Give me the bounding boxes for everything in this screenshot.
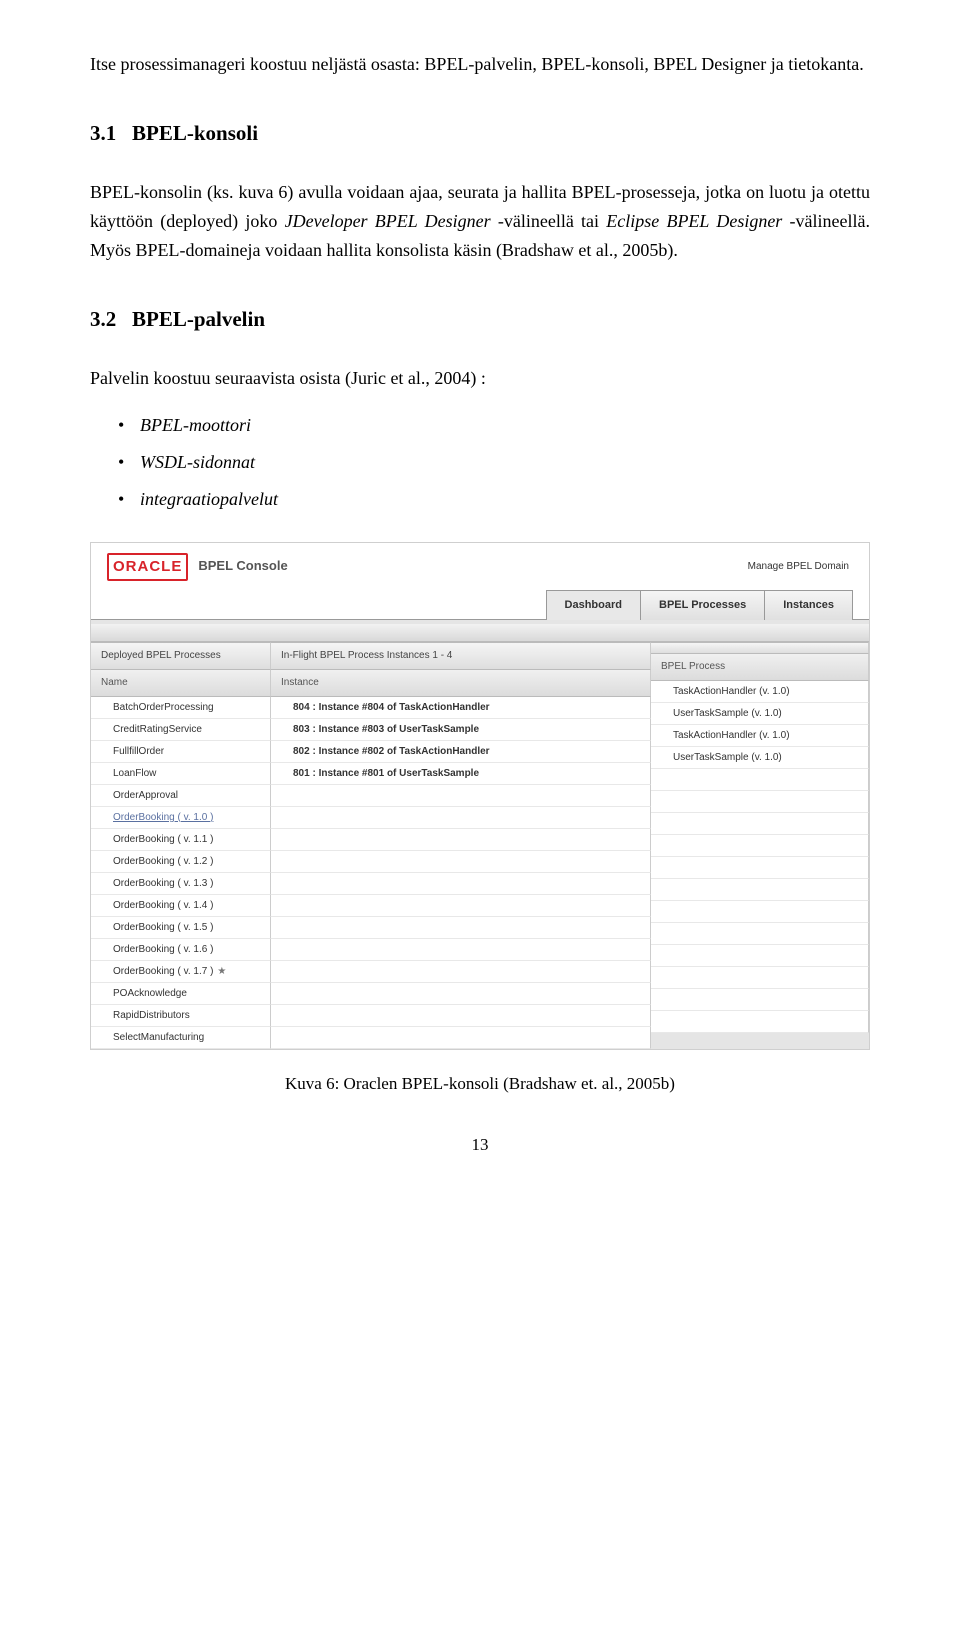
empty-row: .: [651, 879, 869, 901]
process-row[interactable]: POAcknowledge: [91, 983, 271, 1005]
empty-row: .: [651, 989, 869, 1011]
section-title: BPEL-palvelin: [132, 307, 265, 331]
empty-row: .: [651, 791, 869, 813]
tab-instances[interactable]: Instances: [764, 590, 853, 621]
empty-row: .: [651, 923, 869, 945]
section-3-2-paragraph: Palvelin koostuu seuraavista osista (Jur…: [90, 364, 870, 393]
empty-row: .: [271, 1005, 651, 1027]
tab-bpel-processes[interactable]: BPEL Processes: [640, 590, 765, 621]
empty-row: .: [651, 1011, 869, 1033]
process-row[interactable]: OrderBooking ( v. 1.5 ): [91, 917, 271, 939]
column-subheader: Instance: [271, 670, 651, 697]
empty-row: .: [651, 813, 869, 835]
inflight-instances-column: In-Flight BPEL Process Instances 1 - 4 I…: [271, 642, 651, 1049]
tab-bar: Dashboard BPEL Processes Instances: [107, 589, 853, 620]
oracle-logo: ORACLE BPEL Console: [107, 553, 288, 581]
intro-paragraph: Itse prosessimanageri koostuu neljästä o…: [90, 50, 870, 79]
process-row[interactable]: FullfillOrder: [91, 741, 271, 763]
list-item: BPEL-moottori: [118, 411, 870, 440]
empty-row: .: [271, 1027, 651, 1049]
section-3-2-heading: 3.2 BPEL-palvelin: [90, 303, 870, 337]
manage-domain-link[interactable]: Manage BPEL Domain: [748, 559, 849, 575]
tab-dashboard[interactable]: Dashboard: [546, 590, 641, 621]
empty-row: .: [271, 917, 651, 939]
section-number: 3.1: [90, 121, 116, 145]
process-row[interactable]: OrderApproval: [91, 785, 271, 807]
figure-caption: Kuva 6: Oraclen BPEL-konsoli (Bradshaw e…: [90, 1070, 870, 1097]
process-row[interactable]: LoanFlow: [91, 763, 271, 785]
process-row[interactable]: OrderBooking ( v. 1.6 ): [91, 939, 271, 961]
process-row[interactable]: RapidDistributors: [91, 1005, 271, 1027]
oracle-logo-text: ORACLE: [107, 553, 188, 581]
section-title: BPEL-konsoli: [132, 121, 258, 145]
list-item: integraatiopalvelut: [118, 485, 870, 514]
empty-row: .: [651, 835, 869, 857]
panel-toolbar: [91, 624, 869, 642]
column-subheader: BPEL Process: [651, 654, 869, 681]
list-item: WSDL-sidonnat: [118, 448, 870, 477]
instance-row[interactable]: 802 : Instance #802 of TaskActionHandler: [271, 741, 651, 763]
bpel-console-screenshot: ORACLE BPEL Console Manage BPEL Domain D…: [90, 542, 870, 1051]
section-3-1-heading: 3.1 BPEL-konsoli: [90, 117, 870, 151]
empty-row: .: [651, 857, 869, 879]
instance-row[interactable]: 801 : Instance #801 of UserTaskSample: [271, 763, 651, 785]
process-row[interactable]: OrderBooking ( v. 1.7 )★: [91, 961, 271, 983]
column-subheader: Name: [91, 670, 271, 697]
empty-row: .: [271, 961, 651, 983]
process-ref-row[interactable]: UserTaskSample (v. 1.0): [651, 703, 869, 725]
process-ref-row[interactable]: TaskActionHandler (v. 1.0): [651, 725, 869, 747]
instance-row[interactable]: 803 : Instance #803 of UserTaskSample: [271, 719, 651, 741]
deployed-processes-column: Deployed BPEL Processes Name BatchOrderP…: [91, 642, 271, 1049]
empty-row: .: [271, 895, 651, 917]
section-3-1-paragraph: BPEL-konsolin (ks. kuva 6) avulla voidaa…: [90, 178, 870, 264]
column-header: Deployed BPEL Processes: [91, 642, 271, 670]
column-header: [651, 642, 869, 654]
bpel-process-column: BPEL Process TaskActionHandler (v. 1.0) …: [651, 642, 869, 1049]
console-subtitle: BPEL Console: [198, 556, 287, 577]
empty-row: .: [271, 829, 651, 851]
empty-row: .: [271, 983, 651, 1005]
process-ref-row[interactable]: TaskActionHandler (v. 1.0): [651, 681, 869, 703]
instance-row[interactable]: 804 : Instance #804 of TaskActionHandler: [271, 697, 651, 719]
process-row[interactable]: OrderBooking ( v. 1.2 ): [91, 851, 271, 873]
empty-row: .: [271, 807, 651, 829]
process-row[interactable]: OrderBooking ( v. 1.0 ): [91, 807, 271, 829]
component-list: BPEL-moottori WSDL-sidonnat integraatiop…: [118, 411, 870, 513]
empty-row: .: [271, 785, 651, 807]
empty-row: .: [651, 769, 869, 791]
console-panel: Deployed BPEL Processes Name BatchOrderP…: [91, 619, 869, 1049]
empty-row: .: [651, 967, 869, 989]
process-row[interactable]: BatchOrderProcessing: [91, 697, 271, 719]
column-header: In-Flight BPEL Process Instances 1 - 4: [271, 642, 651, 670]
process-ref-row[interactable]: UserTaskSample (v. 1.0): [651, 747, 869, 769]
empty-row: .: [271, 873, 651, 895]
empty-row: .: [271, 939, 651, 961]
process-row[interactable]: OrderBooking ( v. 1.3 ): [91, 873, 271, 895]
empty-row: .: [651, 901, 869, 923]
console-header: ORACLE BPEL Console Manage BPEL Domain D…: [91, 543, 869, 620]
empty-row: .: [651, 945, 869, 967]
section-number: 3.2: [90, 307, 116, 331]
process-row[interactable]: OrderBooking ( v. 1.1 ): [91, 829, 271, 851]
empty-row: .: [271, 851, 651, 873]
process-row[interactable]: CreditRatingService: [91, 719, 271, 741]
star-icon: ★: [217, 964, 226, 980]
page-number: 13: [90, 1131, 870, 1158]
process-row[interactable]: SelectManufacturing: [91, 1027, 271, 1049]
process-row[interactable]: OrderBooking ( v. 1.4 ): [91, 895, 271, 917]
